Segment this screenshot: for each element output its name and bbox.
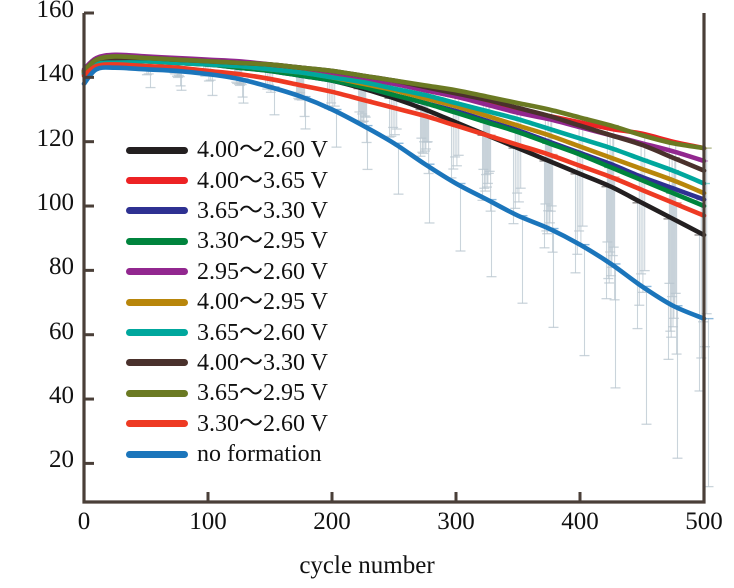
legend-item[interactable]: 2.95～2.60 V: [126, 257, 386, 287]
y-tick-label: 20: [49, 446, 74, 474]
legend-label: 4.00～3.65 V: [197, 167, 328, 194]
y-tick-label: 40: [49, 382, 74, 410]
legend-label: 3.30～2.60 V: [197, 410, 328, 437]
legend-label: 3.65～2.95 V: [197, 380, 328, 407]
legend-label: no formation: [197, 441, 322, 468]
legend-swatch-icon: [126, 298, 188, 306]
legend-item[interactable]: 4.00～2.95 V: [126, 287, 386, 317]
x-axis-label: cycle number: [299, 552, 435, 579]
legend-item[interactable]: no formation: [126, 439, 386, 469]
legend-item[interactable]: 3.65～3.30 V: [126, 196, 386, 226]
axis-frame: [82, 11, 706, 504]
legend-item[interactable]: 4.00～3.30 V: [126, 348, 386, 378]
x-tick-label: 0: [77, 508, 91, 535]
x-tick-label: 300: [437, 508, 475, 535]
legend-swatch-icon: [126, 420, 188, 428]
legend-swatch-icon: [126, 177, 188, 185]
legend-item[interactable]: 3.30～2.95 V: [126, 226, 386, 256]
series-line-3-65-2-60-v: [81, 58, 707, 186]
y-tick-label: 80: [49, 253, 74, 281]
legend-label: 4.00～2.95 V: [197, 289, 328, 316]
legend-item[interactable]: 4.00～3.65 V: [126, 165, 386, 195]
legend-label: 2.95～2.60 V: [197, 258, 328, 285]
y-tick-label: 60: [49, 317, 74, 345]
legend-item[interactable]: 3.30～2.60 V: [126, 409, 386, 439]
legend-label: 3.30～2.95 V: [197, 228, 328, 255]
legend-item[interactable]: 3.65～2.60 V: [126, 317, 386, 347]
x-tick-label: 400: [561, 508, 599, 535]
y-tick-label: 140: [36, 60, 75, 88]
series-lines: [81, 52, 707, 321]
y-tick-label: 160: [36, 0, 75, 23]
legend-label: 3.65～2.60 V: [197, 319, 328, 346]
legend-swatch-icon: [126, 237, 188, 245]
legend-item[interactable]: 4.00～2.60 V: [126, 135, 386, 165]
x-tick-label: 500: [685, 508, 723, 535]
legend-swatch-icon: [126, 359, 188, 367]
x-tick-label: 200: [313, 508, 351, 535]
legend-swatch-icon: [126, 146, 188, 154]
series-line-3-30-2-60-v: [81, 62, 707, 218]
y-tick-label: 120: [36, 124, 75, 152]
legend-label: 4.00～3.30 V: [197, 349, 328, 376]
legend-swatch-icon: [126, 389, 188, 397]
legend-item[interactable]: 3.65～2.95 V: [126, 378, 386, 408]
legend-label: 3.65～3.30 V: [197, 197, 328, 224]
legend-swatch-icon: [126, 268, 188, 276]
legend-swatch-icon: [126, 450, 188, 458]
series-line-no-formation: [81, 65, 707, 321]
series-line-3-65-2-95-v: [81, 54, 707, 151]
legend-swatch-icon: [126, 207, 188, 215]
legend-swatch-icon: [126, 329, 188, 337]
chart-legend: 4.00～2.60 V 4.00～3.65 V 3.65～3.30 V 3.30～2.…: [126, 135, 386, 469]
legend-label: 4.00～2.60 V: [197, 137, 328, 164]
x-tick-label: 100: [189, 508, 227, 535]
y-tick-label: 100: [36, 189, 75, 217]
plot-frame: [82, 13, 706, 504]
